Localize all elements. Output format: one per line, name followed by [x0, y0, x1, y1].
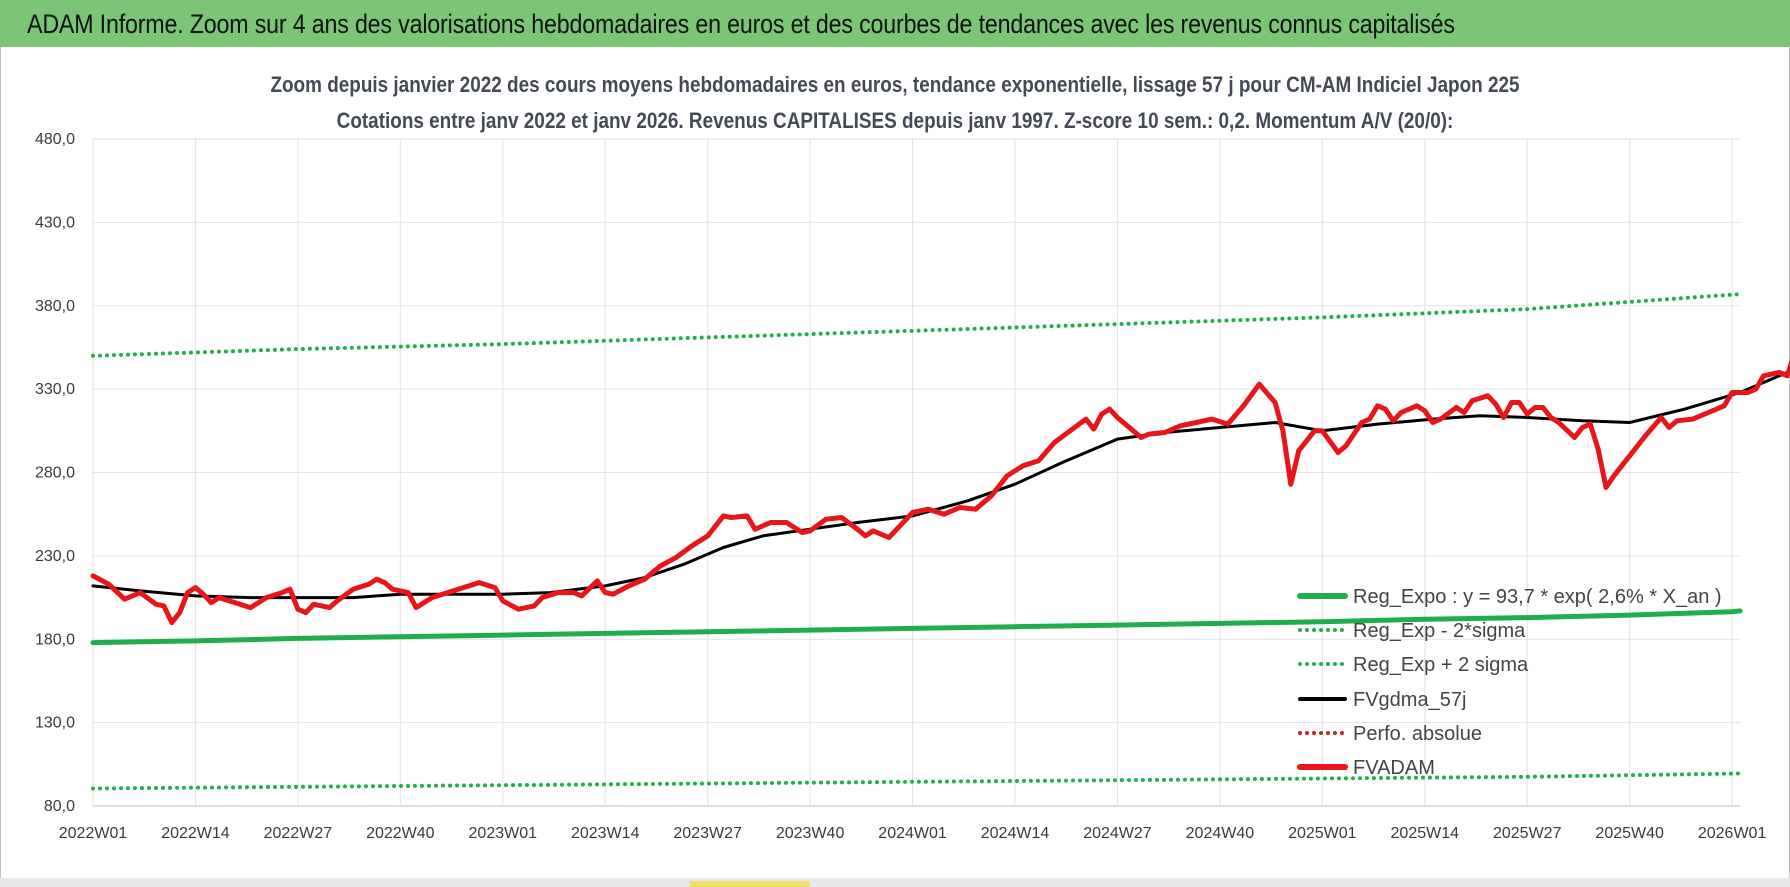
- x-tick-label: 2024W01: [878, 825, 947, 842]
- x-tick-label: 2023W14: [571, 825, 640, 842]
- x-tick-label: 2025W27: [1493, 825, 1562, 842]
- x-tick-label: 2024W14: [981, 825, 1050, 842]
- chart-title: Zoom depuis janvier 2022 des cours moyen…: [270, 72, 1520, 97]
- y-tick-label: 280,0: [35, 465, 75, 482]
- x-tick-label: 2022W14: [161, 825, 230, 842]
- x-tick-label: 2025W40: [1595, 825, 1664, 842]
- x-tick-label: 2022W40: [366, 825, 435, 842]
- chart-series: [90, 292, 1790, 791]
- report-title: ADAM Informe. Zoom sur 4 ans des valoris…: [27, 9, 1455, 39]
- legend-label: Reg_Expo : y = 93,7 * exp( 2,6% * X_an ): [1353, 586, 1722, 608]
- x-tick-label: 2023W40: [776, 825, 845, 842]
- report-banner: ADAM Informe. Zoom sur 4 ans des valoris…: [0, 0, 1790, 47]
- y-tick-label: 130,0: [35, 715, 75, 732]
- y-tick-label: 180,0: [35, 631, 75, 648]
- x-tick-label: 2026W01: [1698, 825, 1767, 842]
- x-tick-label: 2023W27: [673, 825, 742, 842]
- x-tick-label: 2022W01: [59, 825, 128, 842]
- chart-legend: Reg_Expo : y = 93,7 * exp( 2,6% * X_an )…: [1297, 586, 1722, 779]
- y-tick-label: 230,0: [35, 548, 75, 565]
- bottom-bar: [0, 878, 1790, 887]
- y-axis-ticks: 80,0 130,0 180,0 230,0 280,0 330,0 380,0 430,0 4…: [35, 131, 75, 815]
- x-tick-label: 2024W27: [1083, 825, 1152, 842]
- y-tick-label: 430,0: [35, 214, 75, 231]
- legend-label: FVgdma_57j: [1353, 689, 1466, 711]
- legend-label: Reg_Exp - 2*sigma: [1353, 620, 1526, 642]
- x-tick-label: 2025W01: [1288, 825, 1357, 842]
- y-tick-label: 480,0: [35, 131, 75, 148]
- series-line-5: [90, 358, 1790, 626]
- y-tick-label: 80,0: [44, 798, 75, 815]
- legend-label: Reg_Exp + 2 sigma: [1353, 654, 1529, 676]
- x-tick-label: 2023W01: [469, 825, 538, 842]
- series-line-2: [91, 292, 1742, 358]
- chart-subtitle: Cotations entre janv 2022 et janv 2026. …: [336, 108, 1454, 133]
- x-tick-label: 2025W14: [1391, 825, 1460, 842]
- x-axis-ticks: 2022W01 2022W14 2022W27 2022W40 2023W01 2023W…: [59, 825, 1767, 842]
- legend-label: Perfo. absolue: [1353, 723, 1482, 745]
- series-line-0: [90, 608, 1743, 646]
- x-tick-label: 2024W40: [1186, 825, 1255, 842]
- legend-label: FVADAM: [1353, 757, 1435, 779]
- x-tick-label: 2022W27: [264, 825, 333, 842]
- chart-grid: [92, 138, 1740, 807]
- bottom-accent: [690, 881, 810, 887]
- series-line-1: [91, 771, 1742, 791]
- y-tick-label: 330,0: [35, 381, 75, 398]
- y-tick-label: 380,0: [35, 298, 75, 315]
